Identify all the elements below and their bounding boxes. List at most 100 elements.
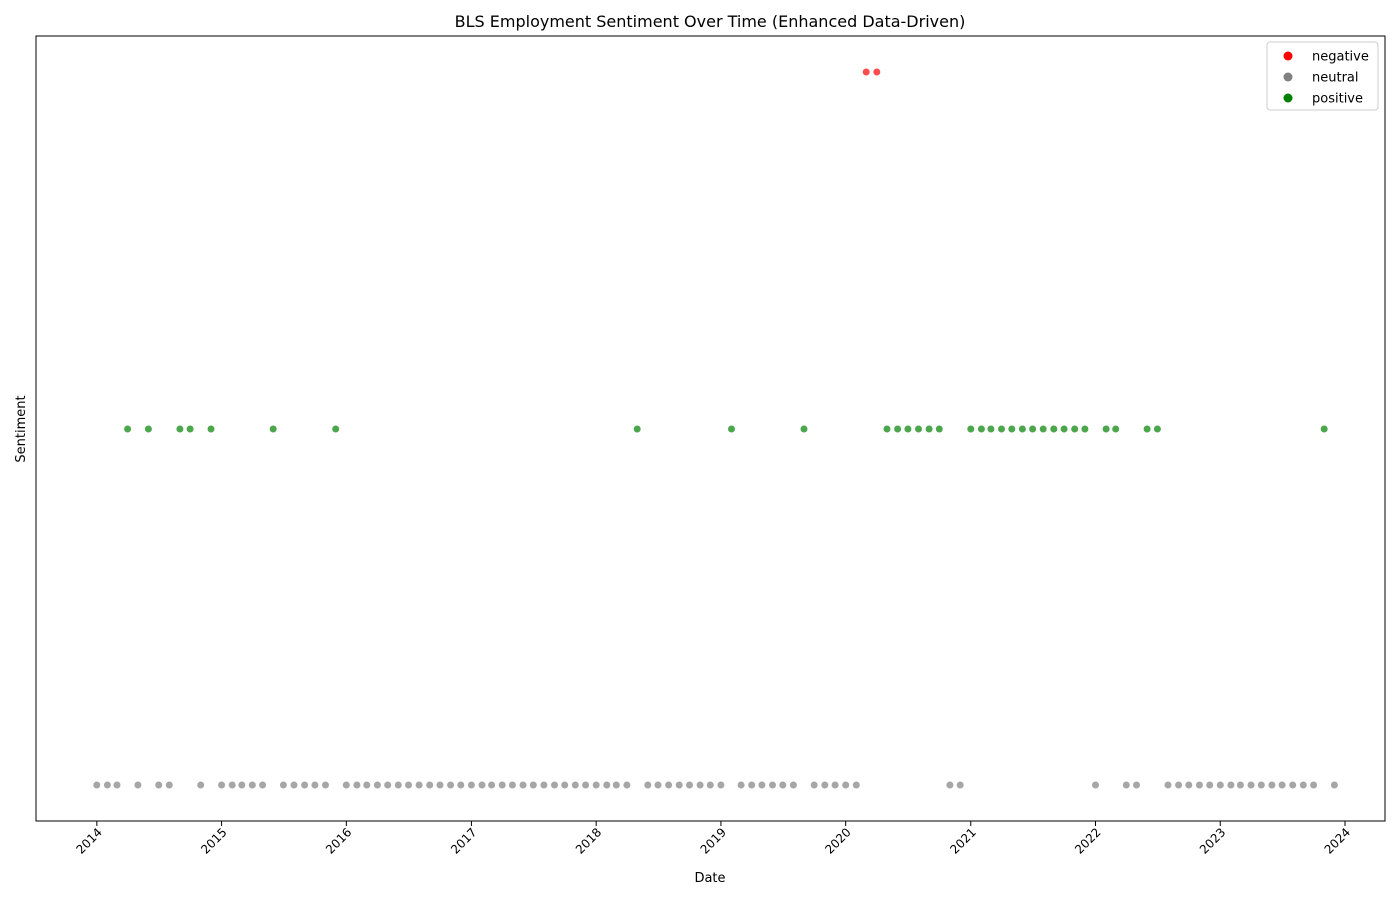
legend-label-negative: negative	[1312, 50, 1369, 65]
point-neutral-2015-04	[248, 781, 256, 789]
point-neutral-2015-05	[259, 781, 267, 789]
point-neutral-2016-09	[426, 781, 434, 789]
point-neutral-2023-04	[1247, 781, 1255, 789]
point-negative-2020-04	[873, 68, 881, 76]
point-neutral-2018-03	[612, 781, 620, 789]
point-neutral-2016-04	[373, 781, 381, 789]
point-neutral-2014-11	[197, 781, 205, 789]
point-neutral-2014-03	[113, 781, 121, 789]
point-positive-2020-10	[935, 425, 943, 433]
point-neutral-2016-05	[384, 781, 392, 789]
point-neutral-2015-02	[228, 781, 236, 789]
point-positive-2019-09	[800, 425, 808, 433]
point-neutral-2018-11	[696, 781, 704, 789]
point-neutral-2017-10	[561, 781, 569, 789]
point-neutral-2017-11	[571, 781, 579, 789]
point-positive-2021-12	[1081, 425, 1089, 433]
point-negative-2020-03	[862, 68, 870, 76]
point-neutral-2018-01	[592, 781, 600, 789]
point-neutral-2023-02	[1227, 781, 1235, 789]
point-positive-2021-04	[998, 425, 1005, 433]
point-neutral-2022-04	[1122, 781, 1130, 789]
point-positive-2014-06	[144, 425, 152, 433]
point-positive-2018-05	[633, 425, 641, 433]
point-neutral-2018-04	[623, 781, 631, 789]
point-neutral-2019-07	[779, 781, 787, 789]
chart-title: BLS Employment Sentiment Over Time (Enha…	[455, 12, 966, 31]
point-neutral-2015-07	[279, 781, 287, 789]
legend-marker-positive	[1283, 93, 1293, 103]
point-neutral-2017-12	[582, 781, 590, 789]
point-positive-2021-02	[977, 425, 985, 433]
point-neutral-2020-11	[946, 781, 954, 789]
point-neutral-2019-04	[748, 781, 756, 789]
point-positive-2014-04	[124, 425, 132, 433]
point-positive-2021-08	[1039, 425, 1047, 433]
point-neutral-2022-09	[1175, 781, 1183, 789]
point-positive-2020-06	[894, 425, 902, 433]
point-positive-2023-11	[1320, 425, 1328, 433]
point-neutral-2016-11	[447, 781, 455, 789]
point-neutral-2022-10	[1185, 781, 1193, 789]
point-neutral-2017-08	[540, 781, 548, 789]
point-neutral-2016-12	[457, 781, 465, 789]
point-neutral-2022-12	[1206, 781, 1214, 789]
legend-label-positive: positive	[1312, 92, 1363, 107]
point-neutral-2019-03	[737, 781, 745, 789]
point-positive-2015-12	[332, 425, 340, 433]
point-neutral-2023-08	[1289, 781, 1297, 789]
point-neutral-2018-08	[665, 781, 673, 789]
point-positive-2021-05	[1008, 425, 1016, 433]
y-axis-label: Sentiment	[14, 395, 29, 462]
point-neutral-2017-07	[529, 781, 537, 789]
point-neutral-2016-08	[415, 781, 423, 789]
point-neutral-2018-06	[644, 781, 652, 789]
point-positive-2020-09	[925, 425, 933, 433]
point-neutral-2018-09	[675, 781, 683, 789]
point-neutral-2017-01	[467, 781, 475, 789]
point-neutral-2016-01	[342, 781, 350, 789]
point-positive-2014-12	[207, 425, 215, 433]
point-positive-2022-06	[1143, 425, 1151, 433]
point-positive-2021-11	[1071, 425, 1079, 433]
point-positive-2014-09	[176, 425, 184, 433]
point-neutral-2020-01	[842, 781, 850, 789]
point-neutral-2014-05	[134, 781, 142, 789]
point-neutral-2015-10	[311, 781, 319, 789]
points-layer	[93, 68, 1338, 789]
point-neutral-2017-04	[498, 781, 506, 789]
point-neutral-2016-07	[405, 781, 412, 789]
point-neutral-2014-01	[93, 781, 101, 789]
point-neutral-2018-10	[686, 781, 693, 789]
legend-label-neutral: neutral	[1312, 71, 1359, 86]
point-positive-2021-03	[987, 425, 995, 433]
legend-marker-neutral	[1283, 72, 1293, 82]
point-positive-2021-09	[1050, 425, 1058, 433]
point-positive-2022-02	[1102, 425, 1110, 433]
point-neutral-2017-03	[488, 781, 496, 789]
point-neutral-2019-12	[831, 781, 839, 789]
point-neutral-2018-02	[603, 781, 611, 789]
point-neutral-2019-10	[810, 781, 818, 789]
point-neutral-2019-05	[758, 781, 766, 789]
point-neutral-2016-03	[363, 781, 371, 789]
point-neutral-2018-12	[706, 781, 714, 789]
point-neutral-2023-09	[1299, 781, 1307, 789]
point-neutral-2022-08	[1164, 781, 1172, 789]
point-neutral-2023-01	[1216, 781, 1224, 789]
point-neutral-2015-11	[322, 781, 329, 789]
point-neutral-2017-09	[551, 781, 558, 789]
point-neutral-2019-06	[769, 781, 776, 789]
legend-frame	[1266, 41, 1379, 111]
point-positive-2021-07	[1029, 425, 1037, 433]
point-neutral-2020-02	[852, 781, 860, 789]
point-neutral-2014-08	[165, 781, 173, 789]
point-neutral-2023-07	[1278, 781, 1286, 789]
point-neutral-2023-05	[1257, 781, 1265, 789]
point-neutral-2020-12	[956, 781, 964, 789]
point-positive-2022-07	[1153, 425, 1161, 433]
point-neutral-2023-10	[1310, 781, 1318, 789]
point-positive-2021-01	[967, 425, 975, 433]
point-positive-2021-06	[1018, 425, 1026, 433]
